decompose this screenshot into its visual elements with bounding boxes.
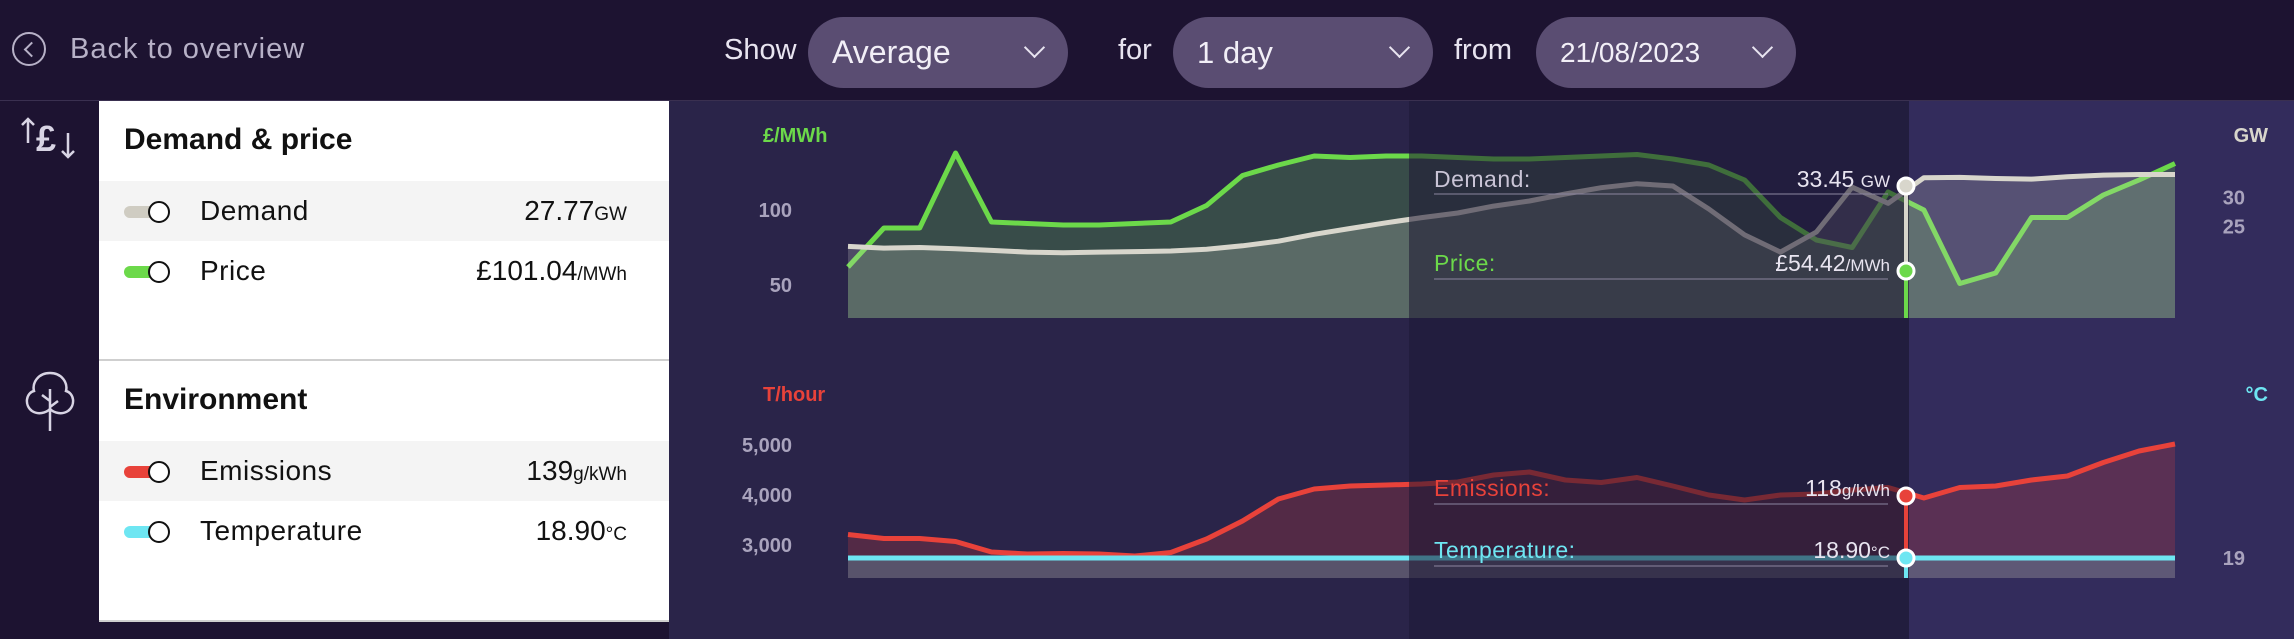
emissions-label: Emissions xyxy=(200,455,333,486)
back-arrow-icon xyxy=(12,32,46,66)
tooltip-emissions-label: Emissions: xyxy=(1434,475,1551,501)
show-select-value: Average xyxy=(832,34,951,70)
tree-icon xyxy=(25,371,75,431)
tooltip-price-label: Price: xyxy=(1434,250,1496,276)
demand-price-panel: Demand & price Demand 27.77GW Price £101… xyxy=(99,101,669,359)
pound-arrows-icon: £ xyxy=(21,117,75,159)
panel-title: Demand & price xyxy=(124,123,353,156)
price-row[interactable]: Price £101.04/MWh xyxy=(99,241,669,301)
svg-text:£: £ xyxy=(36,118,56,159)
emissions-toggle[interactable] xyxy=(124,461,172,483)
for-select[interactable]: 1 day xyxy=(1173,17,1433,88)
date-select-value: 21/08/2023 xyxy=(1560,37,1701,68)
top-bar: Back to overview Show Average for 1 day … xyxy=(0,0,2294,101)
demand-row[interactable]: Demand 27.77GW xyxy=(99,181,669,241)
back-to-overview-link[interactable]: Back to overview xyxy=(12,32,305,66)
left-tick-label: 4,000 xyxy=(742,485,792,507)
panel-divider xyxy=(99,359,669,361)
temperature-label: Temperature xyxy=(200,515,363,546)
for-select-value: 1 day xyxy=(1197,35,1273,70)
price-value: £101.04/MWh xyxy=(476,255,627,286)
environment-panel: Environment Emissions 139g/kWh Temperatu… xyxy=(99,361,669,620)
back-label: Back to overview xyxy=(70,32,306,65)
for-label: for xyxy=(1118,34,1152,66)
right-tick-label: 19 xyxy=(2223,548,2245,570)
show-select[interactable]: Average xyxy=(808,17,1068,88)
show-label: Show xyxy=(724,34,797,66)
price-toggle[interactable] xyxy=(124,261,172,283)
right-tick-label: 30 xyxy=(2223,188,2245,210)
left-tick-label: 3,000 xyxy=(742,535,792,557)
toggle-knob xyxy=(148,201,170,223)
tooltip-emissions-value: 118g/kWh xyxy=(1805,475,1890,501)
temperature-value: 18.90°C xyxy=(535,515,627,546)
from-label: from xyxy=(1454,34,1512,66)
left-axis-label: £/MWh xyxy=(763,125,827,147)
right-axis-label: GW xyxy=(2234,125,2269,147)
chart-shade-right xyxy=(1909,101,2294,639)
temperature-row[interactable]: Temperature 18.90°C xyxy=(99,501,669,561)
chart-shade-left xyxy=(669,101,1409,639)
category-icon-column: £ xyxy=(0,101,99,639)
tooltip-temperature-value: 18.90°C xyxy=(1813,537,1890,563)
left-axis-label: T/hour xyxy=(763,384,825,406)
right-axis-label: °C xyxy=(2246,384,2268,406)
crosshair-dot-temperature xyxy=(1896,548,1916,568)
crosshair-dot-emissions xyxy=(1896,486,1916,506)
date-select[interactable]: 21/08/2023 xyxy=(1536,17,1796,88)
temperature-toggle[interactable] xyxy=(124,521,172,543)
tooltip-price-value: £54.42/MWh xyxy=(1775,250,1890,276)
right-tick-label: 25 xyxy=(2223,216,2245,238)
left-tick-label: 5,000 xyxy=(742,435,792,457)
toggle-knob xyxy=(148,521,170,543)
tooltip-demand-label: Demand: xyxy=(1434,166,1531,192)
toggle-knob xyxy=(148,461,170,483)
panel-title: Environment xyxy=(124,383,308,416)
tooltip-demand-value: 33.45 GW xyxy=(1796,166,1890,192)
left-tick-label: 50 xyxy=(770,275,792,297)
demand-label: Demand xyxy=(200,195,309,226)
demand-value: 27.77GW xyxy=(524,195,627,226)
demand-toggle[interactable] xyxy=(124,201,172,223)
crosshair-dot-price xyxy=(1896,261,1916,281)
toggle-knob xyxy=(148,261,170,283)
emissions-value: 139g/kWh xyxy=(526,455,627,486)
panel-divider xyxy=(99,620,669,622)
crosshair-dot-demand xyxy=(1896,176,1916,196)
left-tick-label: 100 xyxy=(759,200,792,222)
price-label: Price xyxy=(200,255,267,286)
hover-overlay xyxy=(1409,101,1909,639)
tooltip-temperature-label: Temperature: xyxy=(1434,537,1576,563)
emissions-row[interactable]: Emissions 139g/kWh xyxy=(99,441,669,501)
